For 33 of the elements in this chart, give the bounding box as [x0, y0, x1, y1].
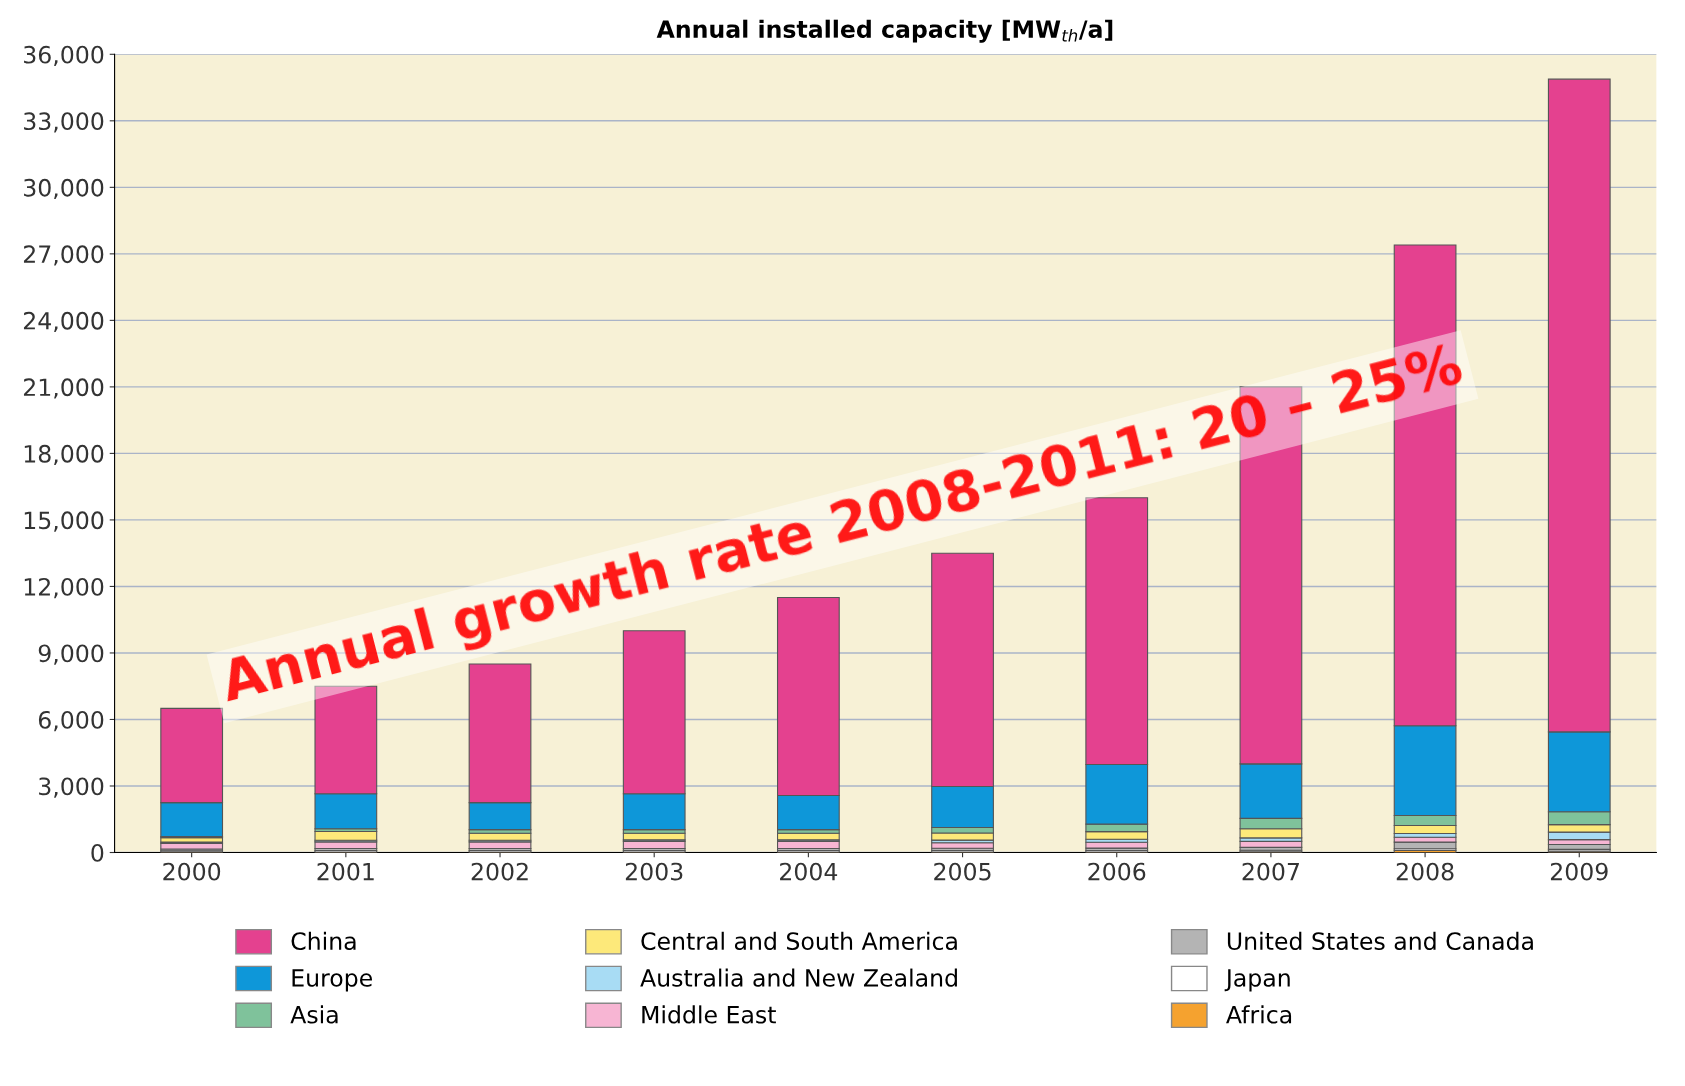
y-tick-label: 6,000: [38, 710, 104, 732]
legend-label: Europe: [292, 969, 372, 992]
legend-label: Asia: [290, 1005, 338, 1024]
chart-title: Annual installed capacity [MW$_{th}$/a]: [656, 19, 1113, 43]
y-tick-label: 15,000: [24, 511, 104, 532]
x-tick-label: 2007: [1242, 862, 1299, 881]
x-tick-label: 2004: [780, 862, 838, 881]
x-tick-label: 2005: [934, 862, 991, 881]
y-tick-label: 21,000: [23, 378, 104, 399]
y-tick-label: 12,000: [24, 577, 104, 599]
y-tick-label: 36,000: [24, 45, 104, 67]
y-tick-label: 24,000: [23, 311, 104, 333]
y-tick-label: 27,000: [23, 245, 104, 266]
x-tick-label: 2006: [1088, 862, 1146, 881]
y-tick-label: 18,000: [24, 444, 104, 466]
x-tick-label: 2009: [1550, 862, 1608, 881]
legend-label: Africa: [1226, 1005, 1292, 1024]
legend-label: Central and South America: [641, 931, 957, 951]
legend-label: Middle East: [642, 1005, 776, 1024]
legend-label: China: [291, 931, 356, 951]
y-tick-label: 3,000: [39, 777, 104, 798]
legend-label: Australia and New Zealand: [640, 968, 957, 987]
legend-label: United States and Canada: [1227, 931, 1533, 951]
x-tick-label: 2003: [625, 862, 683, 881]
x-tick-label: 2000: [163, 862, 221, 881]
y-tick-label: 9,000: [38, 644, 104, 665]
x-tick-label: 2008: [1396, 862, 1454, 881]
x-tick-label: 2002: [471, 862, 528, 881]
y-tick-label: 30,000: [24, 178, 104, 200]
x-tick-label: 2001: [317, 862, 374, 881]
y-tick-label: 33,000: [24, 112, 104, 133]
y-tick-label: 0: [91, 843, 104, 862]
legend-label: Japan: [1224, 969, 1290, 992]
